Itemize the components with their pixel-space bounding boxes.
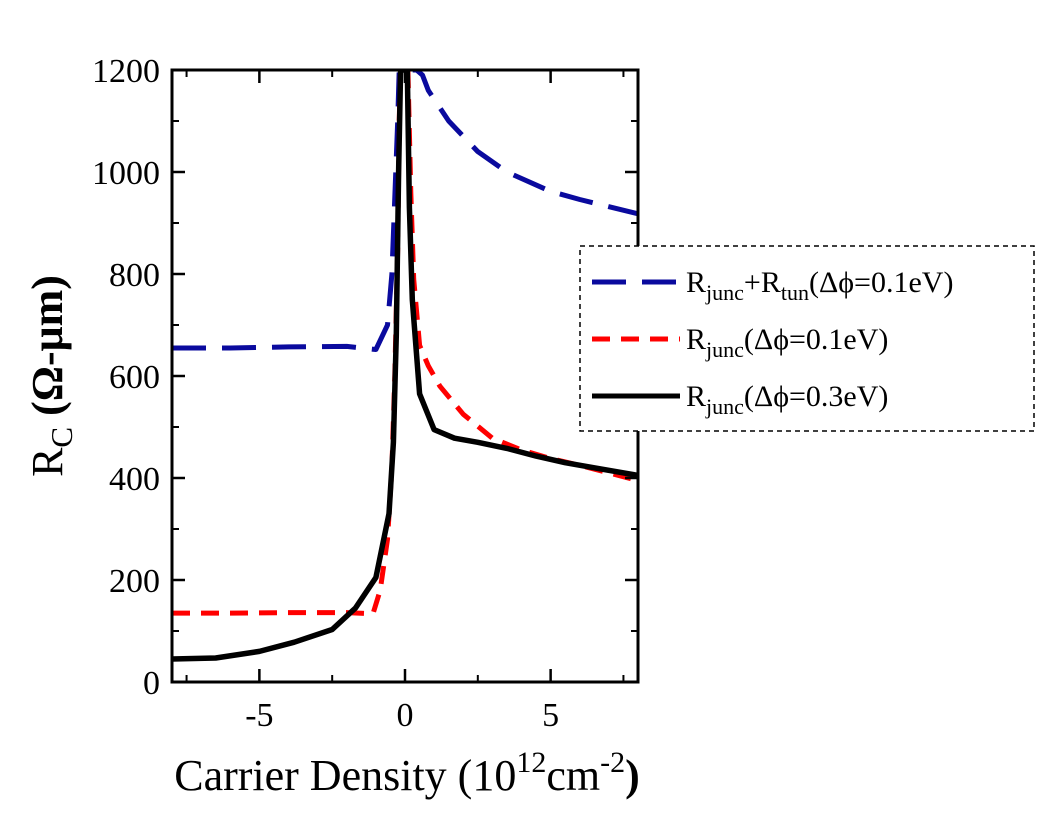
y-tick-label: 1200 [92, 53, 160, 90]
y-axis-title-sub: C [44, 427, 79, 448]
y-tick-label: 400 [109, 461, 160, 498]
x-axis-title-sup2: -2 [600, 746, 625, 779]
series-line-2 [172, 70, 638, 617]
x-axis-title-mid: cm [546, 751, 600, 800]
y-tick-label: 1000 [92, 155, 160, 192]
x-axis-title-sup1: 12 [516, 746, 546, 779]
series-line-1 [172, 70, 638, 352]
series-line-3 [172, 70, 638, 662]
y-axis-title: RC (Ω-μm) [23, 275, 79, 477]
legend-label-2: Rjunc(Δϕ=0.1eV) [686, 323, 888, 362]
x-tick-label: 0 [397, 697, 414, 734]
y-tick-label: 800 [109, 257, 160, 294]
legend-label-1: Rjunc+Rtun(Δϕ=0.1eV) [686, 266, 953, 305]
series-layer [172, 70, 638, 662]
legend-items: Rjunc+Rtun(Δϕ=0.1eV) Rjunc(Δϕ=0.1eV) Rjunc… [592, 266, 953, 419]
legend: Rjunc+Rtun(Δϕ=0.1eV) Rjunc(Δϕ=0.1eV) Rjunc… [579, 245, 1035, 432]
legend-label-3: Rjunc(Δϕ=0.3eV) [686, 380, 888, 419]
x-tick-label: 5 [542, 697, 559, 734]
plot-frame [170, 68, 640, 684]
x-tick-label: -5 [245, 697, 273, 734]
y-axis-title-paren: (Ω-μm) [23, 275, 72, 427]
x-axis-title-end: ) [625, 751, 640, 800]
y-axis-title-main: R [23, 447, 72, 477]
x-axis-title: Carrier Density (1012cm-2) [174, 746, 640, 800]
tick-layer: 0 200 400 600 800 1000 1200 -5 0 5 [92, 53, 638, 734]
y-tick-label: 600 [109, 359, 160, 396]
y-tick-label: 200 [109, 563, 160, 600]
y-tick-label: 0 [143, 665, 160, 702]
x-axis-title-main: Carrier Density (10 [174, 751, 516, 800]
